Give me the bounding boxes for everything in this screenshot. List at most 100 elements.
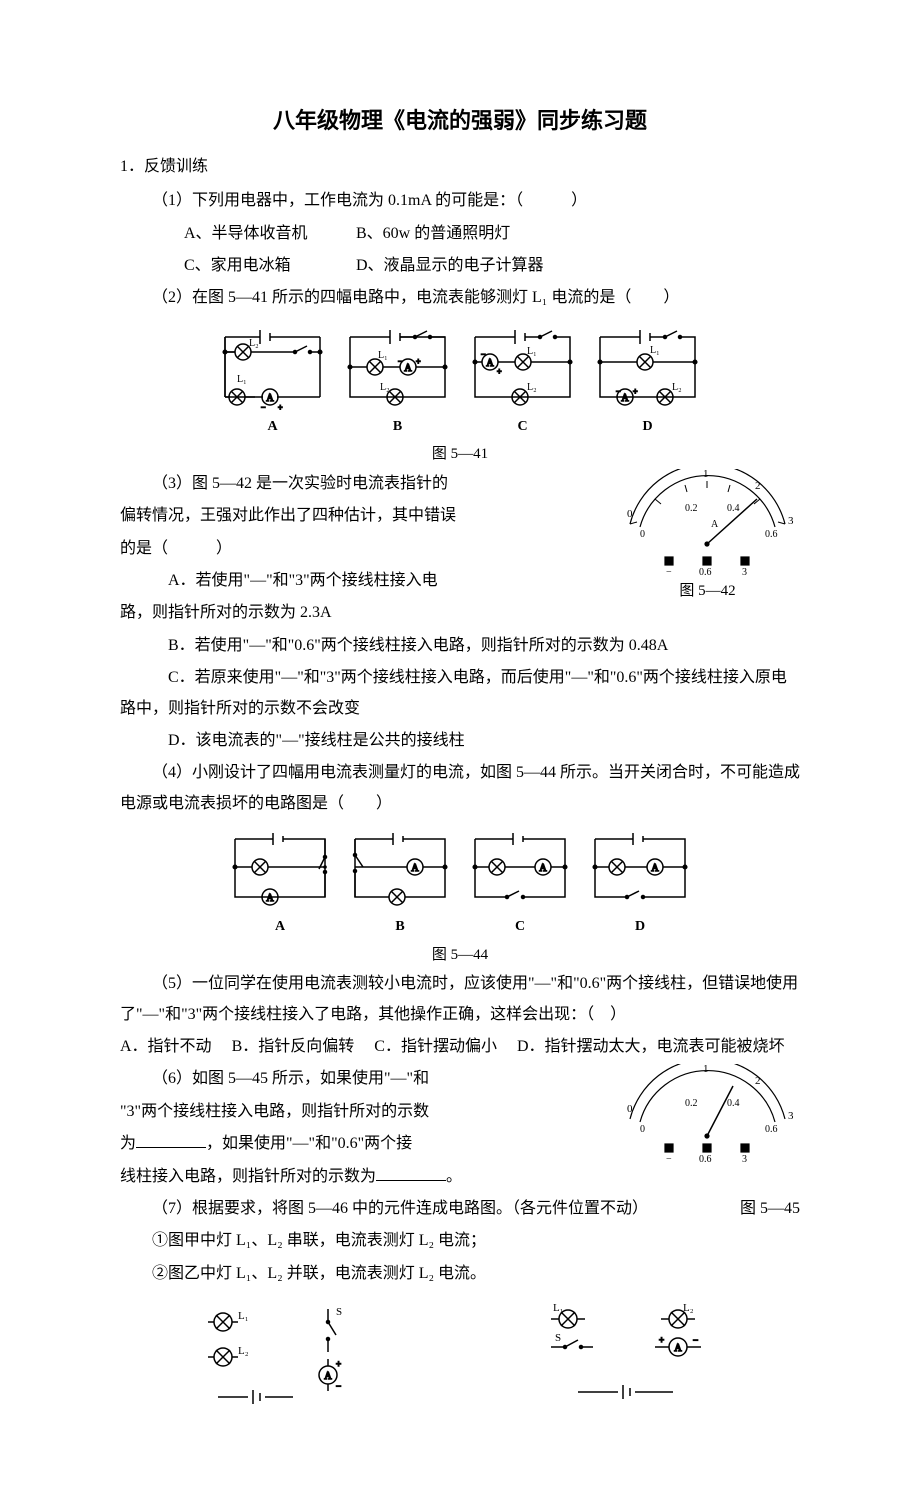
- svg-text:L₂: L₂: [527, 382, 537, 393]
- svg-text:0.4: 0.4: [727, 1098, 740, 1109]
- q6-blank1[interactable]: [136, 1132, 206, 1148]
- page-title: 八年级物理《电流的强弱》同步练习题: [120, 100, 800, 142]
- q4-label-A: A: [275, 914, 285, 941]
- q6-blank2[interactable]: [376, 1165, 446, 1181]
- q2-label-C: C: [517, 414, 527, 441]
- q4-stem: （4）小刚设计了四幅用电流表测量灯的电流，如图 5—44 所示。当开关闭合时，不…: [120, 758, 800, 819]
- svg-text:+: +: [659, 1335, 664, 1345]
- q2-label-B: B: [393, 414, 402, 441]
- svg-text:−: −: [261, 403, 266, 412]
- q4-circuit-D: A D: [585, 827, 695, 941]
- svg-text:+: +: [633, 387, 638, 396]
- svg-text:L₂: L₂: [380, 382, 390, 393]
- q4-label-B: B: [395, 914, 404, 941]
- q5-options: A．指针不动 B．指针反向偏转 C．指针摆动偏小 D．指针摆动太大，电流表可能被…: [120, 1032, 800, 1062]
- q1-optC: C、家用电冰箱: [152, 251, 352, 281]
- q2-circuit-B: A + − L₁ L₂ B: [340, 322, 455, 441]
- q1-options-row1: A、半导体收音机 B、60w 的普通照明灯: [120, 219, 800, 249]
- svg-text:A: A: [711, 519, 719, 530]
- q4-label-C: C: [515, 914, 525, 941]
- svg-text:3: 3: [788, 515, 794, 527]
- svg-text:L₁: L₁: [237, 374, 247, 385]
- svg-text:0.4: 0.4: [727, 503, 740, 514]
- q4-circuit-C: A C: [465, 827, 575, 941]
- q6-l4a: 线柱接入电路，则指针所对的示数为: [120, 1168, 376, 1185]
- q7-sub2: ②图乙中灯 L₁、L₂ 并联，电流表测灯 L₂ 电流。: [120, 1259, 800, 1289]
- q6-l4: 线柱接入电路，则指针所对的示数为 。: [120, 1162, 800, 1192]
- svg-text:2: 2: [755, 1075, 761, 1087]
- q2-circuit-A: A − + L₂ L₁ A: [215, 322, 330, 441]
- q1-options-row2: C、家用电冰箱 D、液晶显示的电子计算器: [120, 251, 800, 281]
- svg-text:1: 1: [703, 1064, 709, 1075]
- svg-text:1: 1: [703, 469, 709, 480]
- svg-text:L₁: L₁: [378, 350, 388, 361]
- svg-text:−: −: [398, 357, 403, 366]
- q1-optA: A、半导体收音机: [152, 219, 352, 249]
- svg-text:0.2: 0.2: [685, 503, 698, 514]
- svg-text:A: A: [651, 863, 659, 874]
- q4-circuit-B: A B: [345, 827, 455, 941]
- q6-l3a: 为: [120, 1135, 136, 1152]
- svg-text:+: +: [278, 403, 283, 412]
- q4-caption: 图 5—44: [120, 941, 800, 970]
- q7-fig-left: A +− L₁ L₂ S: [188, 1297, 388, 1417]
- q2-caption: 图 5—41: [120, 440, 800, 469]
- q6-l3b: ，如果使用"—"和"0.6"两个接: [206, 1135, 412, 1152]
- svg-text:L₂: L₂: [249, 338, 259, 349]
- svg-text:0: 0: [627, 1103, 633, 1115]
- svg-text:L₂: L₂: [238, 1345, 249, 1357]
- svg-text:A: A: [266, 893, 274, 904]
- svg-text:A: A: [539, 863, 547, 874]
- q6-meter-figure: 0 1 2 3 0 0.2 0.4 0.6 − 0.6 3: [615, 1064, 800, 1164]
- svg-text:3: 3: [788, 1110, 794, 1122]
- q2-figure-row: A − + L₂ L₁ A: [120, 322, 800, 441]
- svg-text:+: +: [416, 357, 421, 366]
- svg-text:0.6: 0.6: [765, 529, 778, 540]
- svg-text:0: 0: [627, 508, 633, 520]
- q1-optB: B、60w 的普通照明灯: [356, 225, 510, 242]
- q2-circuit-D: A −+ L₁ L₂ D: [590, 322, 705, 441]
- svg-text:0.6: 0.6: [699, 1154, 712, 1164]
- q6-caption: 图 5—45: [708, 1194, 800, 1224]
- q6-l4b: 。: [446, 1168, 462, 1185]
- svg-text:−: −: [666, 1154, 672, 1164]
- svg-text:A: A: [266, 393, 274, 404]
- svg-text:A: A: [621, 393, 629, 404]
- q1-optD: D、液晶显示的电子计算器: [356, 257, 544, 274]
- svg-text:A: A: [486, 358, 494, 369]
- svg-text:0: 0: [640, 1124, 645, 1135]
- q5-optB: B．指针反向偏转: [232, 1038, 355, 1055]
- q5-optA: A．指针不动: [120, 1038, 212, 1055]
- q2-circuit-C: A − + L₁ L₂ C: [465, 322, 580, 441]
- svg-text:3: 3: [742, 567, 747, 578]
- q3-optD: D．该电流表的"—"接线柱是公共的接线柱: [120, 726, 800, 756]
- q4-circuit-A: A A: [225, 827, 335, 941]
- svg-text:L₁: L₁: [650, 345, 660, 356]
- svg-text:3: 3: [742, 1154, 747, 1164]
- q3-optC: C．若原来使用"—"和"3"两个接线柱接入电路，而后使用"—"和"0.6"两个接…: [120, 663, 800, 724]
- q7-figures: A +− L₁ L₂ S A +−: [120, 1297, 800, 1417]
- q5-optC: C．指针摆动偏小: [374, 1038, 497, 1055]
- q7-fig-right: A +− L₁ L₂ S: [523, 1297, 733, 1417]
- q1-stem: （1）下列用电器中，工作电流为 0.1mA 的可能是：（ ）: [120, 186, 800, 216]
- svg-text:A: A: [411, 863, 419, 874]
- svg-text:−: −: [616, 387, 621, 396]
- svg-text:L₁: L₁: [238, 1310, 249, 1322]
- q7-stem-text: （7）根据要求，将图 5—46 中的元件连成电路图。（各元件位置不动）: [152, 1200, 648, 1217]
- q3-caption: 图 5—42: [615, 577, 800, 606]
- q2-stem: （2）在图 5—41 所示的四幅电路中，电流表能够测灯 L₁ 电流的是（ ）: [120, 283, 800, 313]
- q4-label-D: D: [635, 914, 645, 941]
- svg-text:L₂: L₂: [683, 1302, 694, 1314]
- section-head: 1．反馈训练: [120, 152, 800, 182]
- svg-text:+: +: [497, 367, 502, 376]
- svg-text:A: A: [404, 363, 412, 374]
- q7-sub1: ①图甲中灯 L₁、L₂ 串联，电流表测灯 L₂ 电流；: [120, 1226, 800, 1256]
- svg-text:−: −: [481, 350, 486, 359]
- svg-text:L₁: L₁: [527, 346, 537, 357]
- svg-text:0: 0: [640, 529, 645, 540]
- svg-text:−: −: [336, 1381, 341, 1391]
- svg-text:2: 2: [755, 480, 761, 492]
- q2-label-A: A: [267, 414, 277, 441]
- svg-text:−: −: [666, 567, 672, 578]
- svg-text:S: S: [555, 1332, 561, 1344]
